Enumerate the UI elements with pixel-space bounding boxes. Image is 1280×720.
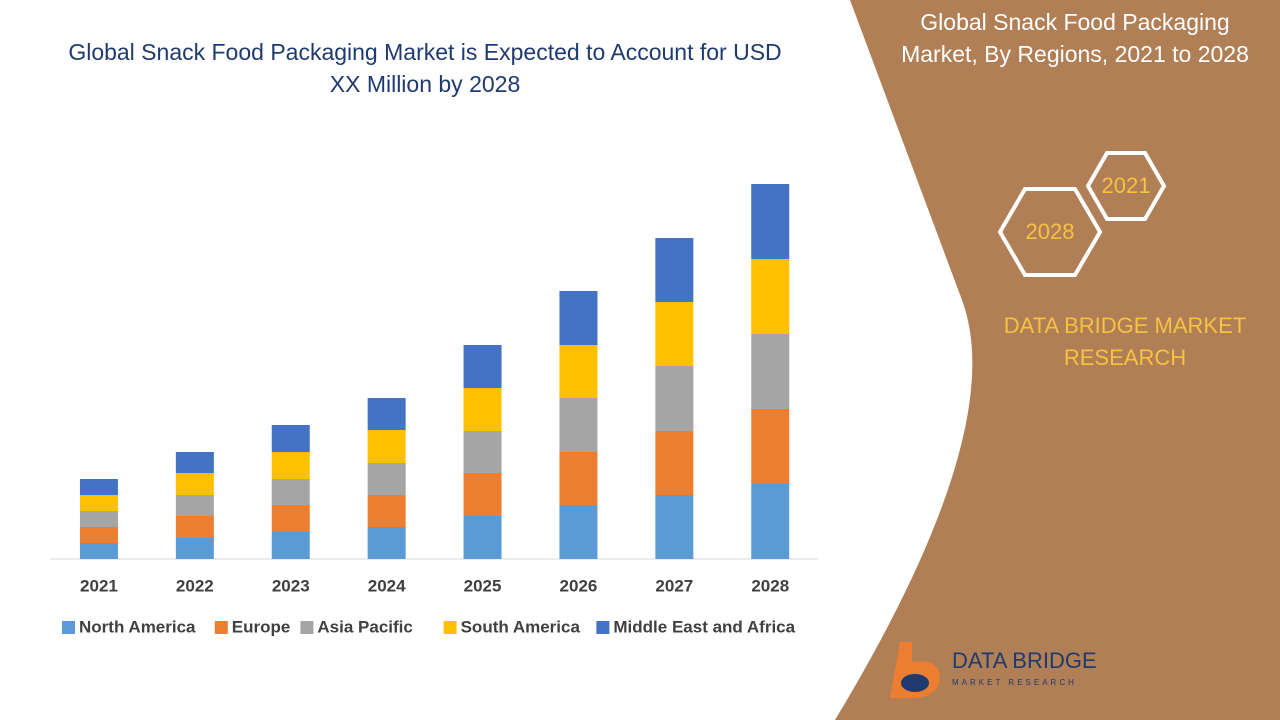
bar-segment (175, 452, 214, 473)
bar-segment (175, 538, 214, 559)
bar-segment (655, 431, 694, 495)
bar-segment (655, 302, 694, 366)
bar-segment (559, 398, 598, 452)
bar-segment (655, 366, 694, 431)
bar-segment (655, 238, 694, 302)
bar-segment (79, 543, 118, 559)
bar-segment (79, 495, 118, 511)
bar-segment (367, 463, 406, 495)
bar-segment (271, 532, 310, 559)
bar-segment (559, 452, 598, 505)
brand: DATA BRIDGE MARKET RESEARCH (1003, 313, 1247, 370)
logo-mark (901, 674, 929, 692)
legend-swatch (596, 621, 610, 634)
bar-segment (79, 527, 118, 543)
bar-segment (367, 527, 406, 559)
legend-label: Middle East and Africa (613, 617, 795, 636)
bar-segment (463, 431, 502, 473)
bar-segment (271, 452, 310, 479)
legend-swatch (300, 621, 314, 634)
hexagon-label: 2028 (1026, 219, 1075, 244)
x-tick-label: 2027 (655, 576, 693, 595)
legend-label: South America (461, 617, 581, 636)
bar-segment (559, 505, 598, 559)
bar-segment (559, 345, 598, 398)
bar-segment (367, 495, 406, 527)
bar-segment (655, 495, 694, 559)
x-tick-label: 2024 (368, 576, 406, 595)
bar-segment (751, 184, 790, 259)
bar-segment (271, 425, 310, 452)
bar-segment (463, 516, 502, 559)
logo-name: DATA BRIDGE (952, 648, 1097, 673)
bar-segment (463, 345, 502, 388)
bar-segment (367, 430, 406, 463)
bar-segment (271, 505, 310, 532)
x-tick-label: 2022 (176, 576, 214, 595)
x-tick-label: 2026 (560, 576, 598, 595)
bar-segment (271, 479, 310, 505)
legend-label: Europe (232, 617, 291, 636)
chart-title: Global Snack Food Packaging Market is Ex… (68, 39, 782, 97)
bar-segment (751, 334, 790, 409)
hexagon-label: 2021 (1102, 173, 1151, 198)
bar-segment (79, 479, 118, 495)
legend-swatch (62, 621, 75, 634)
bar-segment (175, 473, 214, 495)
bar-segment (79, 511, 118, 527)
hexagon (997, 187, 1103, 277)
x-tick-label: 2023 (272, 576, 310, 595)
legend-label: Asia Pacific (317, 617, 412, 636)
bar-segment (751, 409, 790, 484)
legend-label: North America (79, 617, 196, 636)
bar-segment (463, 388, 502, 431)
logo-tagline: MARKET RESEARCH (952, 678, 1077, 687)
hexagon (1085, 151, 1167, 221)
x-tick-label: 2021 (80, 576, 118, 595)
bar-segment (175, 495, 214, 516)
bar-segment (175, 516, 214, 538)
legend-swatch (443, 621, 457, 634)
bar-segment (463, 473, 502, 516)
bar-segment (559, 291, 598, 345)
legend-swatch (214, 621, 228, 634)
bar-segment (751, 484, 790, 559)
side-title: Global Snack Food Packaging Market, By R… (901, 9, 1249, 67)
bar-segment (751, 259, 790, 334)
x-tick-label: 2025 (464, 576, 502, 595)
bar-segment (367, 398, 406, 430)
side-panel-bg (835, 0, 1280, 720)
x-tick-label: 2028 (751, 576, 789, 595)
